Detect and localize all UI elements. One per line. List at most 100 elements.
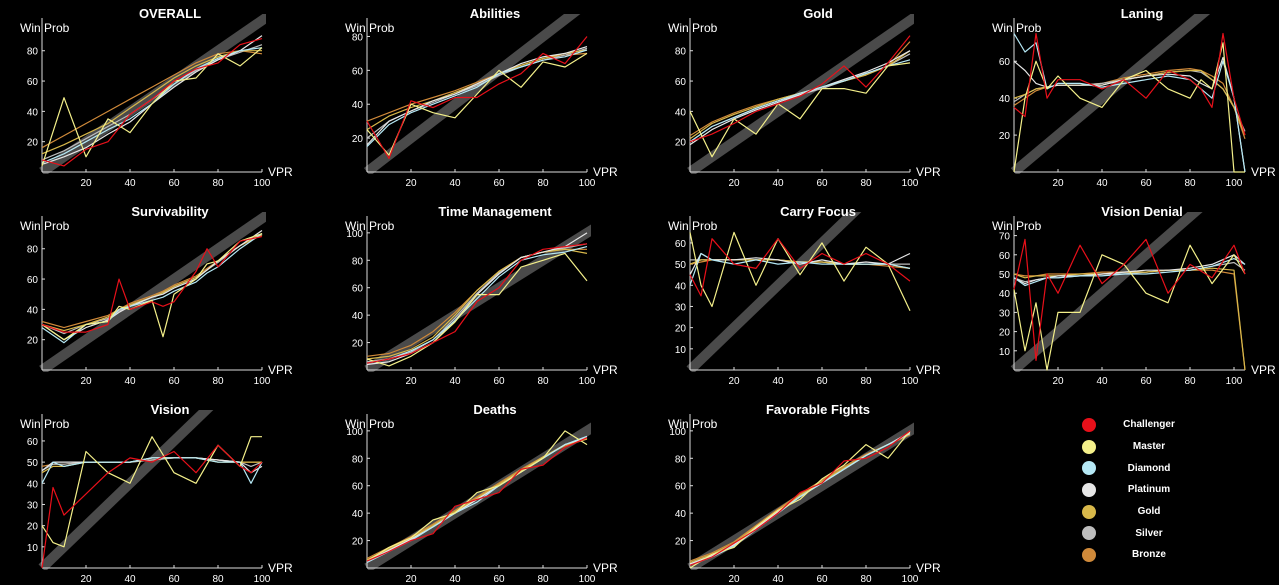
y-tick-label: 20	[352, 339, 364, 350]
chart-title: OVERALL	[139, 6, 201, 21]
chart-title: Laning	[1121, 6, 1164, 21]
x-tick-label: 100	[254, 178, 271, 189]
x-axis-label: VPR	[916, 561, 941, 575]
chart-title: Gold	[803, 6, 833, 21]
y-tick-label: 30	[27, 500, 39, 511]
reference-diagonal	[39, 14, 266, 174]
y-tick-label: 40	[27, 305, 39, 316]
chart-title: Abilities	[470, 6, 521, 21]
x-tick-label: 60	[168, 574, 180, 585]
y-tick-label: 100	[346, 427, 363, 438]
x-tick-label: 60	[1140, 178, 1152, 189]
y-tick-label: 40	[675, 281, 687, 292]
reference-diagonal	[686, 212, 862, 372]
chart-title: Favorable Fights	[766, 402, 870, 417]
x-tick-label: 20	[728, 376, 740, 387]
y-tick-label: 60	[352, 482, 364, 493]
legend-swatch-master	[1082, 439, 1096, 454]
series-line-master	[1013, 42, 1245, 173]
y-tick-label: 50	[675, 260, 687, 271]
x-tick-label: 20	[80, 178, 92, 189]
x-tick-label: 40	[449, 574, 461, 585]
series-line-gold	[366, 248, 588, 360]
y-tick-label: 80	[27, 245, 39, 256]
series-line-challenger	[689, 430, 911, 566]
series-line-diamond	[366, 49, 588, 148]
series-line-challenger	[689, 238, 911, 297]
chart-panel: Survivability Win Prob VPR 20 40 60 80 100 20 40 6…	[20, 204, 293, 387]
legend-item: Bronze	[1082, 544, 1232, 566]
x-tick-label: 40	[772, 574, 784, 585]
legend-label: Silver	[1135, 527, 1163, 539]
y-tick-label: 20	[999, 131, 1011, 142]
x-tick-label: 80	[860, 178, 872, 189]
series-line-master	[41, 47, 263, 167]
y-tick-label: 80	[27, 47, 39, 58]
legend-swatch-gold	[1082, 504, 1096, 519]
x-tick-label: 100	[579, 178, 596, 189]
series-line-challenger	[689, 35, 911, 143]
chart-panel: Laning Win Prob VPR 20 40 60 80 100 20 40 60	[992, 6, 1276, 189]
legend-item: Gold	[1082, 501, 1232, 523]
y-tick-label: 60	[27, 77, 39, 88]
x-tick-label: 60	[493, 376, 505, 387]
chart-panel: Vision Denial Win Prob VPR 20 40 60 80 100 10 20 3…	[992, 204, 1276, 387]
y-axis-label: Win Prob	[992, 21, 1042, 35]
series-line-challenger	[1013, 32, 1246, 136]
x-tick-label: 100	[902, 376, 919, 387]
reference-diagonal	[1010, 14, 1211, 174]
y-tick-label: 40	[27, 107, 39, 118]
series-line-master	[366, 52, 588, 156]
reference-diagonal	[687, 14, 914, 174]
y-tick-label: 80	[675, 454, 687, 465]
y-tick-label: 20	[27, 522, 39, 533]
y-tick-label: 40	[999, 94, 1011, 105]
series-line-challenger	[1013, 238, 1246, 361]
series-line-gold	[41, 233, 263, 332]
series-line-bronze	[41, 234, 263, 329]
x-tick-label: 40	[124, 178, 136, 189]
x-tick-label: 80	[212, 376, 224, 387]
y-tick-label: 80	[352, 256, 364, 267]
x-tick-label: 20	[405, 376, 417, 387]
x-tick-label: 20	[80, 574, 92, 585]
y-axis-label: Win Prob	[345, 417, 395, 431]
series-line-master	[689, 430, 911, 569]
reference-diagonal	[39, 212, 266, 372]
series-line-master	[41, 233, 263, 341]
x-tick-label: 20	[1052, 178, 1064, 189]
chart-title: Vision Denial	[1101, 204, 1182, 219]
x-axis-label: VPR	[1251, 165, 1276, 179]
y-tick-label: 60	[352, 284, 364, 295]
x-tick-label: 80	[860, 574, 872, 585]
y-tick-label: 20	[999, 328, 1011, 339]
x-axis-label: VPR	[916, 165, 941, 179]
chart-panel: Abilities Win Prob VPR 20 40 60 80 100 20 40 60 80	[345, 6, 618, 189]
legend-label: Master	[1132, 441, 1166, 453]
x-tick-label: 40	[449, 178, 461, 189]
series-line-silver	[41, 233, 263, 335]
series-line-platinum	[1013, 254, 1246, 285]
y-tick-label: 40	[352, 100, 364, 111]
x-tick-label: 20	[1052, 376, 1064, 387]
y-tick-label: 30	[675, 302, 687, 313]
legend-item: Platinum	[1082, 479, 1232, 501]
x-tick-label: 60	[816, 178, 828, 189]
series-line-bronze	[689, 434, 911, 562]
legend-label: Bronze	[1132, 549, 1166, 561]
x-tick-label: 100	[579, 376, 596, 387]
legend-label: Platinum	[1127, 484, 1171, 496]
chart-panel: Vision Win Prob VPR 20 40 60 80 100 10 20 30 40 50 60	[20, 402, 293, 585]
reference-diagonal	[38, 410, 214, 570]
y-tick-label: 10	[675, 345, 687, 356]
y-tick-label: 20	[27, 138, 39, 149]
y-tick-label: 20	[675, 324, 687, 335]
y-tick-label: 60	[27, 275, 39, 286]
y-axis-label: Win Prob	[668, 21, 718, 35]
y-tick-label: 100	[669, 427, 686, 438]
chart-panel: Favorable Fights Win Prob VPR 20 40 60 80 100 20…	[668, 402, 941, 585]
x-tick-label: 60	[168, 376, 180, 387]
y-axis-label: Win Prob	[992, 219, 1042, 233]
series-line-challenger	[41, 38, 263, 167]
